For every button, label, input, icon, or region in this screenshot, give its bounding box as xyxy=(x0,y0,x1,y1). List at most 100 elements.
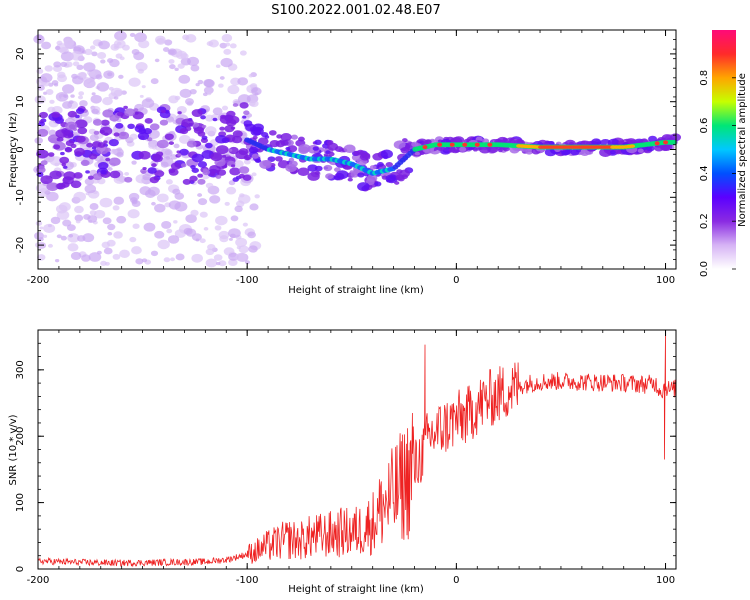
spectrogram-speckle xyxy=(227,84,240,95)
spectrogram-speckle xyxy=(207,243,216,251)
spectrogram-speckle xyxy=(106,239,116,247)
spectrogram-band-point xyxy=(99,129,105,134)
spectrogram-speckle xyxy=(91,92,96,96)
spectrogram-speckle xyxy=(151,201,156,206)
spectrogram-speckle xyxy=(113,39,126,49)
spectrogram-speckle xyxy=(103,247,113,255)
spectrogram-speckle xyxy=(205,182,214,189)
spectrogram-speckle xyxy=(169,64,176,70)
spectrogram-band-point xyxy=(63,171,76,181)
spectrogram-band-point xyxy=(575,148,582,153)
spectrogram-speckle xyxy=(107,72,113,77)
spectrogram-speckle xyxy=(228,228,241,238)
spectrogram-band-point xyxy=(191,109,203,118)
spectrogram-speckle xyxy=(116,151,124,158)
spectrogram-band-point xyxy=(287,145,298,153)
spectrogram-band-point xyxy=(312,146,319,151)
spectrogram-band-point xyxy=(385,161,393,168)
spectrogram-band-point xyxy=(36,149,49,159)
spectrogram-band-point xyxy=(100,169,107,175)
spectrogram-band-point xyxy=(369,165,377,170)
spectrogram-speckle xyxy=(141,85,146,89)
spectrogram-band-point xyxy=(374,181,382,187)
spectrogram-band-point xyxy=(596,141,602,145)
spectrogram-ytick-label: 20 xyxy=(15,48,26,61)
spectrogram-speckle xyxy=(230,215,239,222)
spectrogram-ytick-label: -20 xyxy=(15,237,26,253)
spectrogram-speckle xyxy=(204,126,217,136)
spectrogram-band-point xyxy=(200,115,206,120)
spectrogram-speckle xyxy=(251,172,257,177)
spectrogram-band-point xyxy=(380,149,393,159)
spectrogram-speckle xyxy=(44,65,53,72)
spectrogram-speckle xyxy=(168,95,179,104)
spectrogram-speckle xyxy=(77,95,84,100)
spectrogram-band-point xyxy=(228,148,233,152)
spectrogram-band-point xyxy=(147,167,157,174)
spectrogram-speckle xyxy=(107,231,113,236)
spectrogram-speckle xyxy=(239,50,247,56)
spectrogram-speckle xyxy=(56,40,63,46)
spectrogram-speckle xyxy=(247,231,256,239)
snr-xtick-label: 0 xyxy=(453,575,459,586)
spectrogram-speckle xyxy=(135,62,148,72)
spectrogram-band-point xyxy=(108,157,121,167)
spectrogram-speckle xyxy=(95,74,103,80)
spectrogram-band-point xyxy=(47,134,61,144)
spectrogram-speckle xyxy=(76,64,84,71)
spectrogram-speckle xyxy=(178,134,191,144)
spectrogram-band-point xyxy=(648,135,658,143)
spectrogram-speckle xyxy=(150,78,159,85)
spectrogram-speckle xyxy=(235,252,247,262)
spectrogram-speckle xyxy=(190,64,200,72)
spectrogram-speckle xyxy=(221,105,229,111)
spectrogram-band-point xyxy=(285,146,291,151)
spectrogram-band-point xyxy=(259,160,272,169)
spectrogram-band-point xyxy=(124,176,133,183)
spectrogram-band-point xyxy=(614,149,622,155)
spectrogram-band-point xyxy=(229,167,241,176)
spectrogram-speckle xyxy=(84,48,93,56)
spectrogram-band-point xyxy=(323,164,333,172)
spectrogram-band-point xyxy=(197,178,206,185)
spectrogram-speckle xyxy=(166,228,173,234)
spectrogram-band-point xyxy=(414,151,420,156)
spectrogram-band-point xyxy=(279,139,285,144)
spectrogram-band-point xyxy=(179,148,189,156)
spectrogram-speckle xyxy=(102,217,112,225)
spectrogram-speckle xyxy=(244,260,251,265)
spectrogram-speckle xyxy=(212,107,223,115)
spectrogram-speckle xyxy=(190,209,199,217)
spectrogram-speckle xyxy=(156,193,169,203)
spectrogram-speckle xyxy=(35,34,43,41)
spectrogram-band-point xyxy=(97,162,109,170)
spectrogram-speckle xyxy=(62,84,75,94)
spectrogram-speckle xyxy=(141,98,155,109)
spectrogram-band-point xyxy=(103,132,109,136)
spectrogram-band-point xyxy=(182,178,192,185)
spectrogram-ytick-label: -10 xyxy=(15,189,26,205)
spectrogram-speckle xyxy=(89,134,99,142)
spectrogram-band-point xyxy=(216,169,227,176)
spectrogram-speckle xyxy=(129,197,138,204)
spectrogram-ridge-peak xyxy=(629,144,636,148)
spectrogram-band-point xyxy=(646,145,655,152)
spectrogram-speckle xyxy=(154,58,160,63)
spectrogram-speckle xyxy=(173,143,180,149)
spectrogram-speckle xyxy=(205,258,218,268)
spectrogram-band-point xyxy=(61,163,66,167)
spectrogram-speckle xyxy=(225,42,231,47)
spectrogram-speckle xyxy=(168,59,175,64)
spectrogram-speckle xyxy=(90,94,102,104)
spectrogram-speckle xyxy=(127,209,140,219)
spectrogram-speckle xyxy=(150,135,156,139)
spectrogram-speckle xyxy=(45,89,54,95)
spectrogram-band-point xyxy=(366,174,378,182)
spectrogram-speckle xyxy=(144,189,156,199)
spectrogram-speckle xyxy=(173,220,178,224)
spectrogram-speckle xyxy=(78,91,85,96)
spectrogram-speckle xyxy=(249,100,259,108)
spectrogram-band-point xyxy=(232,130,243,138)
spectrogram-band-point xyxy=(85,170,90,174)
spectrogram-speckle xyxy=(74,214,84,222)
